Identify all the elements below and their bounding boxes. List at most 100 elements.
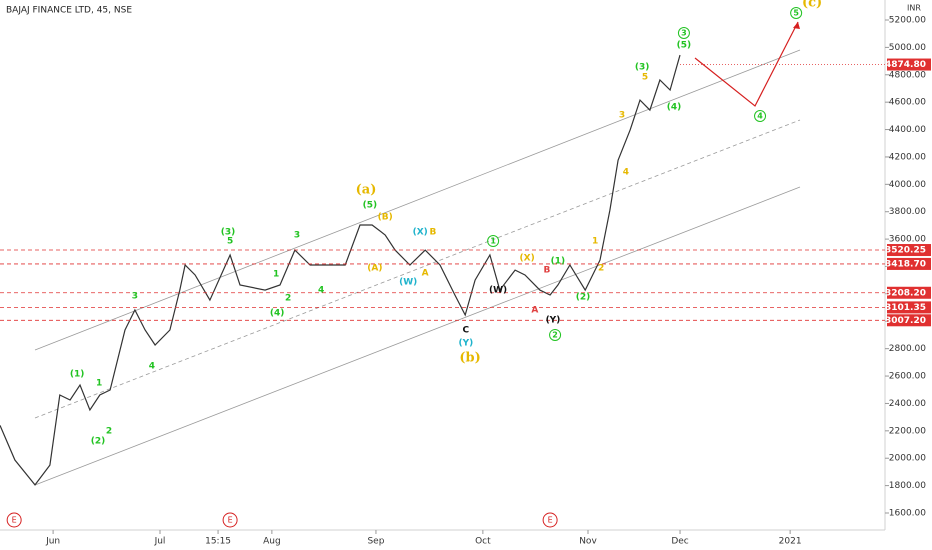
y-tick-label: 3600.00 [889, 235, 926, 245]
event-label: E [548, 516, 553, 525]
wave-label: (X) [413, 227, 428, 237]
current-price-tag [887, 58, 931, 71]
wave-label: B [543, 266, 550, 276]
level-label: 3520.25 [885, 246, 926, 256]
level-tag [887, 314, 931, 327]
level-tag [887, 301, 931, 314]
wave-circle [549, 328, 562, 341]
y-tick-label: 4400.00 [889, 125, 926, 135]
y-tick-label: 3800.00 [889, 207, 926, 217]
x-tick-label: Dec [671, 537, 688, 547]
channel [34, 49, 801, 486]
wave-label: (Y) [546, 316, 561, 326]
y-tick-label: 2600.00 [889, 372, 926, 382]
y-tick-label: 2800.00 [889, 344, 926, 354]
x-tick-label: Sep [367, 537, 384, 547]
event-label: E [228, 516, 233, 525]
wave-label: (4) [667, 102, 682, 112]
wave-label: 4 [757, 111, 763, 120]
wave-label: 2 [598, 264, 604, 274]
wave-label: 1 [592, 237, 598, 247]
y-tick-label: 2200.00 [889, 426, 926, 436]
x-tick-label: Jun [45, 537, 60, 547]
y-tick-label: 2000.00 [889, 454, 926, 464]
wave-label: 2 [106, 426, 112, 436]
wave-label: 5 [642, 72, 648, 82]
wave-label: (X) [520, 254, 535, 264]
x-tick-label: Oct [475, 537, 491, 547]
wave-label: 4 [149, 362, 155, 372]
wave-label: (c) [802, 0, 822, 11]
wave-label: (3) [221, 227, 236, 237]
x-tick-label: Nov [579, 537, 597, 547]
wave-circle [790, 7, 803, 20]
y-tick-label: 4200.00 [889, 152, 926, 162]
level-tag [887, 257, 931, 270]
wave-label: A [531, 306, 538, 316]
x-tick-label: 2021 [779, 537, 802, 547]
level-label: 3007.20 [885, 316, 926, 326]
y-tick-label: 1600.00 [889, 509, 926, 519]
y-tick-label: 2400.00 [889, 399, 926, 409]
channel-upper [34, 49, 801, 351]
event-marker [222, 512, 238, 528]
wave-label: (a) [356, 182, 377, 197]
wave-label: (2) [91, 436, 106, 446]
wave-label: (b) [459, 350, 480, 365]
wave-label: C [463, 326, 470, 336]
wave-label: 1 [96, 379, 102, 389]
channel-lower [34, 186, 801, 486]
level-label: 3101.35 [885, 303, 926, 313]
wave-label: 1 [490, 237, 496, 246]
level-tag [887, 286, 931, 299]
level-label: 3208.20 [885, 288, 926, 298]
x-tick-label: 15:15 [205, 537, 231, 547]
wave-label: (B) [378, 212, 393, 222]
level-label: 3418.70 [885, 259, 926, 269]
y-tick-label: 4800.00 [889, 70, 926, 80]
wave-label: 2 [552, 330, 558, 339]
wave-label: (3) [635, 62, 650, 72]
chart-title: BAJAJ FINANCE LTD, 45, NSE [6, 6, 132, 16]
arrow-head [793, 22, 800, 29]
wave-label: (Y) [458, 339, 473, 349]
y-tick-label: 4000.00 [889, 180, 926, 190]
wave-label: 3 [132, 291, 138, 301]
event-marker [6, 512, 22, 528]
wave-label: A [422, 268, 429, 278]
wave-label: (W) [399, 277, 417, 287]
wave-label: 3 [294, 231, 300, 241]
wave-label: 4 [318, 286, 324, 296]
wave-label: 5 [793, 9, 799, 18]
y-tick-label: 5200.00 [889, 16, 926, 26]
x-tick-label: Aug [263, 537, 281, 547]
wave-label: 1 [273, 270, 279, 280]
wave-label: (2) [576, 293, 591, 303]
forecast-arrow [694, 21, 799, 107]
wave-label: (1) [551, 257, 566, 267]
wave-circle [677, 27, 690, 40]
wave-label: 4 [623, 168, 629, 178]
wave-label: 5 [227, 237, 233, 247]
price-line [0, 54, 681, 486]
wave-label: (W) [489, 286, 507, 296]
x-tick-label: Jul [154, 537, 166, 547]
wave-label: 2 [285, 293, 291, 303]
currency-label: INR [907, 4, 921, 13]
wave-label: (4) [270, 308, 285, 318]
current-price-label: 4874.80 [885, 60, 926, 70]
wave-label: (A) [367, 264, 382, 274]
wave-label: (5) [677, 41, 692, 51]
wave-label: B [430, 227, 437, 237]
wave-label: 3 [681, 29, 687, 38]
wave-label: (5) [363, 201, 378, 211]
wave-circle [754, 109, 767, 122]
y-tick-label: 1800.00 [889, 481, 926, 491]
event-marker [542, 512, 558, 528]
channel-middle [34, 119, 801, 419]
wave-label: 3 [619, 111, 625, 121]
y-tick-label: 4600.00 [889, 98, 926, 108]
level-tag [887, 244, 931, 257]
